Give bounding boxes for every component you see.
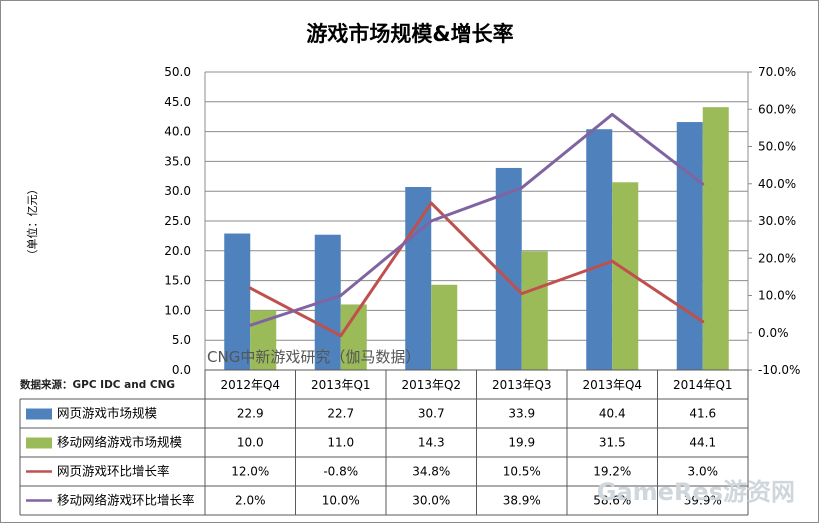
- y2-tick-label: 60.0%: [758, 102, 796, 116]
- y2-tick-label: 20.0%: [758, 251, 796, 265]
- y-tick-label: 40.0: [164, 125, 191, 139]
- line-point: [429, 201, 433, 205]
- data-label: 10.5%: [503, 465, 541, 479]
- data-label: 44.1: [689, 436, 716, 450]
- data-label: 19.9: [508, 436, 535, 450]
- data-label: 39.9%: [684, 494, 722, 508]
- series-line: [249, 201, 704, 338]
- y-tick-label: 35.0: [164, 154, 191, 168]
- series-line: [249, 112, 704, 327]
- bar: [676, 122, 703, 371]
- data-label: 10.0: [237, 436, 264, 450]
- line-point: [429, 219, 433, 223]
- bar: [495, 167, 522, 370]
- data-label: 14.3: [418, 436, 445, 450]
- data-label: 19.2%: [593, 465, 631, 479]
- data-label: 38.9%: [503, 494, 541, 508]
- data-label: 10.0%: [322, 494, 360, 508]
- line-point: [339, 294, 343, 297]
- bar: [586, 129, 613, 370]
- line-point: [248, 323, 252, 327]
- y-tick-label: 30.0: [164, 184, 191, 198]
- watermark-text: CNG中新游戏研究（伽马数据）: [207, 348, 420, 366]
- y-tick-label: 10.0: [164, 303, 191, 317]
- data-label: 22.9: [237, 407, 264, 421]
- x-tick-label: 2013年Q1: [311, 378, 371, 392]
- data-table: 2012年Q4 2013年Q1 2013年Q2 2013年Q3 2013年Q4 2014年…: [19, 369, 749, 516]
- data-label: 30.0%: [412, 494, 450, 508]
- legend-label: 移动网络游戏环比增长率: [57, 493, 195, 508]
- legend-swatch: [26, 408, 52, 420]
- x-tick-label: 2013年Q2: [401, 378, 461, 392]
- bar: [405, 187, 432, 370]
- legend-label: 网页游戏环比增长率: [57, 464, 170, 479]
- legend-swatch: [26, 437, 52, 449]
- x-tick-label: 2013年Q4: [582, 378, 642, 392]
- axes: 50.0 45.0 40.0 35.0 30.0 25.0 20.0 15.0 10.0 5.0 0…: [164, 65, 800, 377]
- lines: [248, 112, 705, 338]
- bar: [224, 233, 251, 370]
- legend-label: 网页游戏市场规模: [57, 406, 158, 421]
- bar: [521, 251, 548, 370]
- bar: [702, 107, 729, 370]
- y2-tick-label: 0.0%: [758, 326, 789, 340]
- y2-tick-label: 50.0%: [758, 140, 796, 154]
- y-tick-label: 45.0: [164, 95, 191, 109]
- x-tick-label: 2014年Q1: [673, 378, 733, 392]
- y2-tick-label: 70.0%: [758, 65, 796, 79]
- line-point: [520, 186, 524, 190]
- bar: [431, 284, 458, 370]
- line-point: [610, 259, 614, 263]
- y2-tick-label: 40.0%: [758, 177, 796, 191]
- x-tick-label: 2013年Q3: [492, 378, 552, 392]
- data-label: 30.7: [418, 407, 445, 421]
- y-tick-label: 15.0: [164, 274, 191, 288]
- y-tick-label: 50.0: [164, 65, 191, 79]
- y2-tick-label: -10.0%: [758, 363, 800, 377]
- y2-tick-label: 30.0%: [758, 214, 796, 228]
- line-point: [701, 320, 705, 324]
- y-tick-label: 0.0: [172, 363, 191, 377]
- gridlines: [205, 71, 748, 371]
- data-label: 58.6%: [593, 494, 631, 508]
- line-point: [339, 334, 343, 338]
- data-label: 40.4: [599, 407, 626, 421]
- data-label: 33.9: [508, 407, 535, 421]
- data-label: 34.8%: [412, 465, 450, 479]
- data-label: 2.0%: [235, 494, 266, 508]
- x-tick-label: 2012年Q4: [220, 378, 280, 392]
- data-label: 41.6: [689, 407, 716, 421]
- y-tick-label: 25.0: [164, 214, 191, 228]
- corner-watermark: GameRes游资网: [597, 478, 795, 506]
- y-axis-label: （单位：亿元）: [25, 184, 39, 261]
- chart-title: 游戏市场规模&增长率: [306, 22, 513, 46]
- data-label: 11.0: [327, 436, 354, 450]
- data-label: 31.5: [599, 436, 626, 450]
- line-point: [248, 286, 252, 290]
- data-label: 22.7: [327, 407, 354, 421]
- data-label: 3.0%: [688, 465, 719, 479]
- line-point: [610, 112, 614, 116]
- legend-label: 移动网络游戏市场规模: [57, 435, 183, 450]
- line-point: [701, 182, 705, 186]
- data-source: 数据来源：GPC IDC and CNG: [19, 378, 175, 391]
- y2-tick-label: 10.0%: [758, 289, 796, 303]
- data-label: 12.0%: [231, 465, 269, 479]
- y-tick-label: 5.0: [172, 333, 191, 347]
- y-tick-label: 20.0: [164, 244, 191, 258]
- data-label: -0.8%: [323, 465, 358, 479]
- line-point: [520, 292, 524, 296]
